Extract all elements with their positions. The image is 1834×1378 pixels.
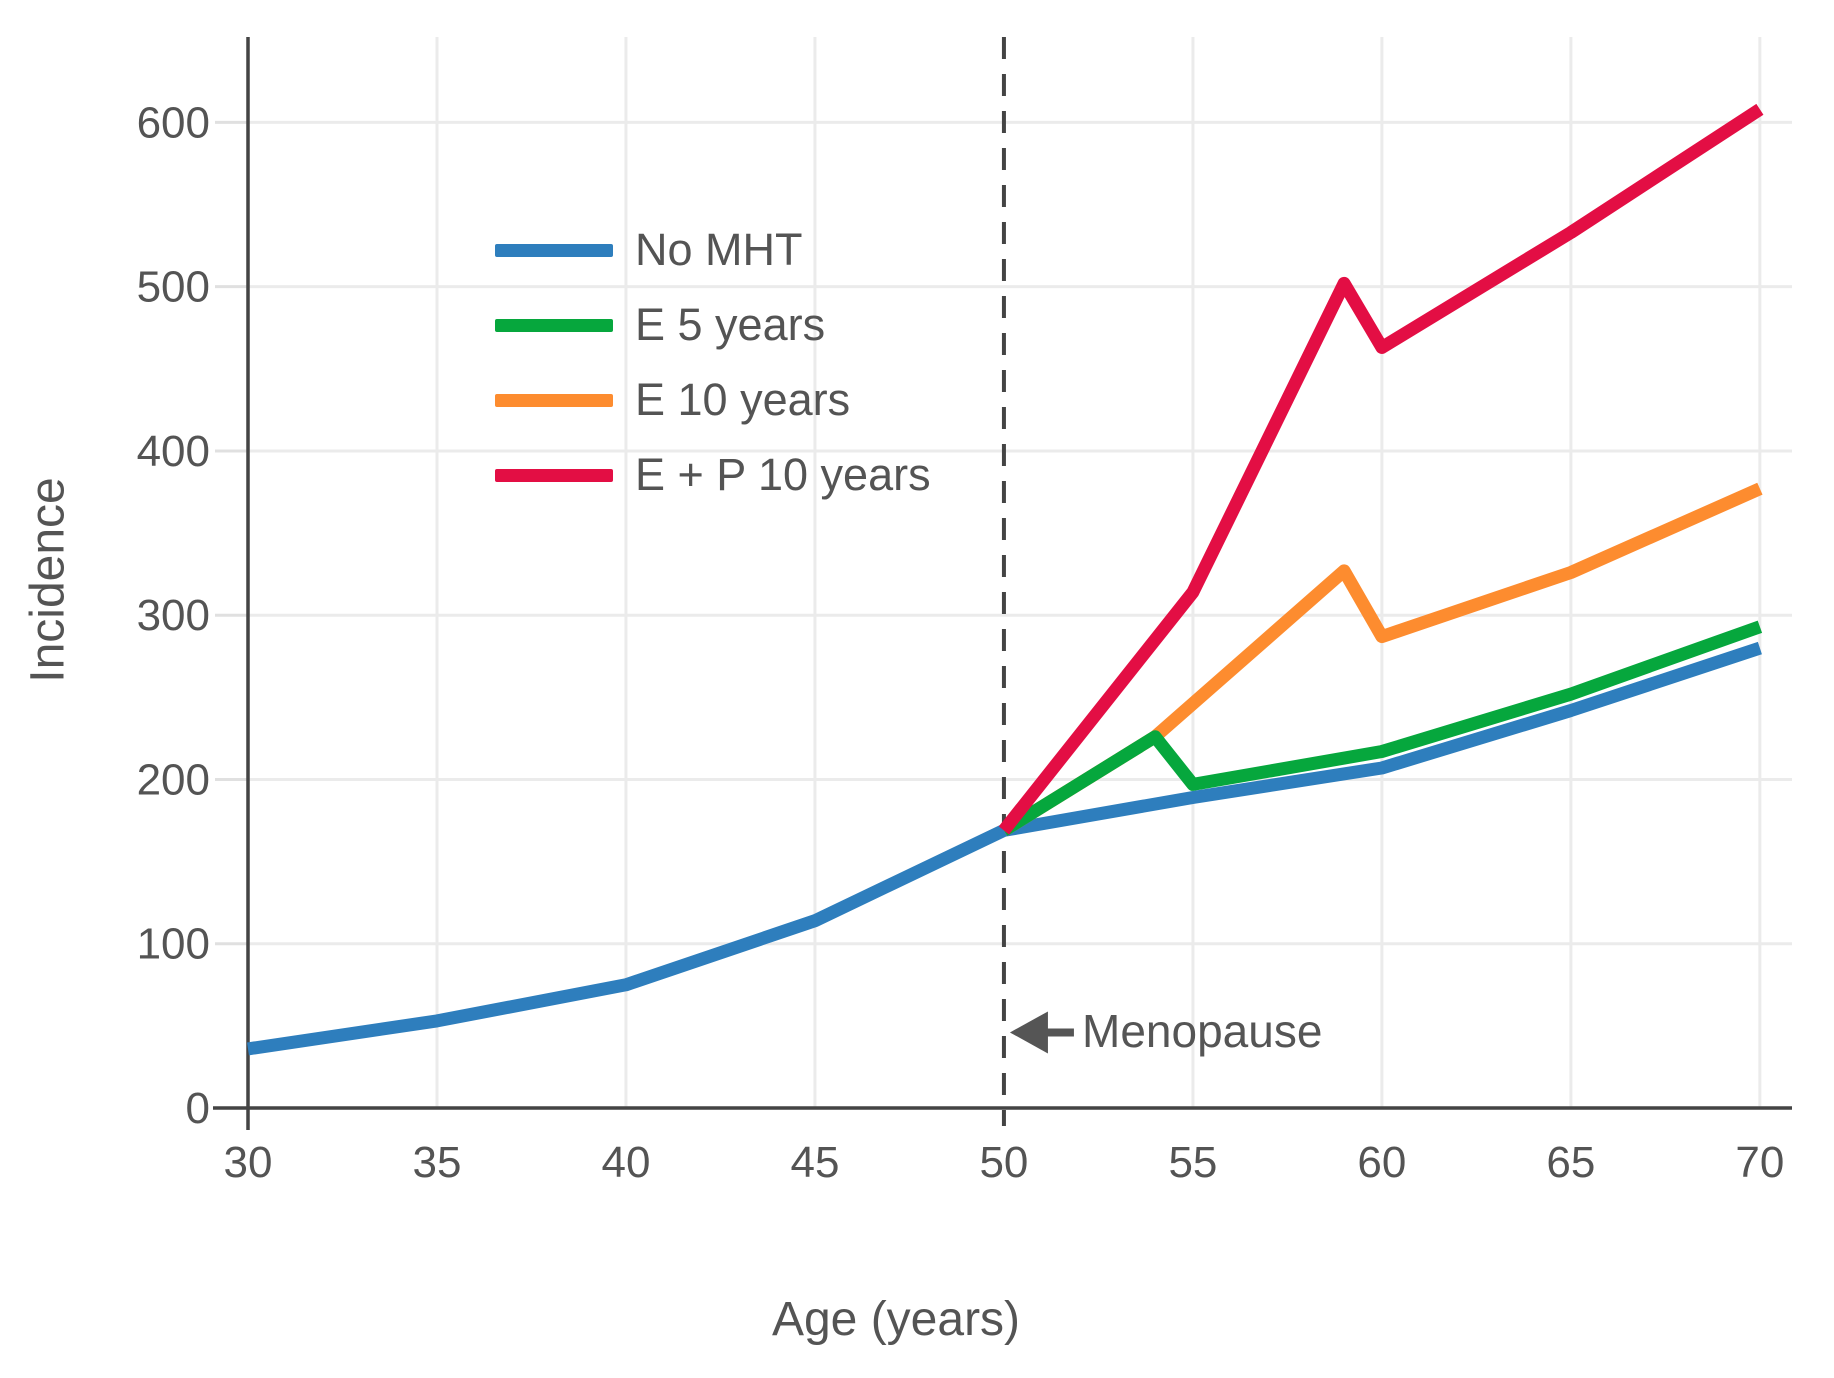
legend-swatch-e-p-10-years	[495, 468, 613, 482]
legend-swatch-e-10-years	[495, 393, 613, 407]
legend-label-e-p-10-years: E + P 10 years	[635, 449, 931, 500]
y-tick-label: 500	[137, 263, 210, 312]
legend-swatch-e-5-years	[495, 318, 613, 332]
legend: No MHT E 5 years E 10 years E + P 10 yea…	[495, 224, 931, 500]
y-tick-label: 400	[137, 427, 210, 476]
x-tick-label: 40	[601, 1138, 650, 1187]
menopause-annotation-label: Menopause	[1082, 1005, 1323, 1057]
series-line-e-5-years	[1000, 620, 1763, 836]
legend-label-e-10-years: E 10 years	[635, 374, 851, 425]
legend-item-no-mht[interactable]: No MHT	[495, 224, 931, 275]
x-tick-label: 65	[1546, 1138, 1595, 1187]
legend-item-e-5-years[interactable]: E 5 years	[495, 299, 931, 350]
x-tick-label: 45	[790, 1138, 839, 1187]
x-tick-label: 60	[1357, 1138, 1406, 1187]
menopause-arrow-head-icon	[1009, 1011, 1048, 1054]
legend-label-no-mht: No MHT	[635, 224, 803, 275]
series-line-e-p-10-years	[998, 103, 1764, 835]
legend-item-e-10-years[interactable]: E 10 years	[495, 374, 931, 425]
legend-item-e-p-10-years[interactable]: E + P 10 years	[495, 449, 931, 500]
legend-label-e-5-years: E 5 years	[635, 299, 826, 350]
x-tick-label: 55	[1168, 1138, 1217, 1187]
y-axis-title: Incidence	[21, 477, 75, 683]
x-tick-label: 35	[413, 1138, 462, 1187]
y-tick-label: 300	[137, 591, 210, 640]
x-tick-label: 70	[1735, 1138, 1784, 1187]
legend-swatch-no-mht	[495, 243, 613, 257]
y-tick-label: 100	[137, 920, 210, 969]
y-tick-label: 0	[186, 1084, 210, 1133]
y-tick-label: 200	[137, 755, 210, 804]
y-tick-label: 600	[137, 98, 210, 147]
x-axis-title: Age (years)	[771, 1293, 1021, 1346]
x-tick-label: 50	[979, 1138, 1028, 1187]
x-tick-label: 30	[224, 1138, 273, 1187]
